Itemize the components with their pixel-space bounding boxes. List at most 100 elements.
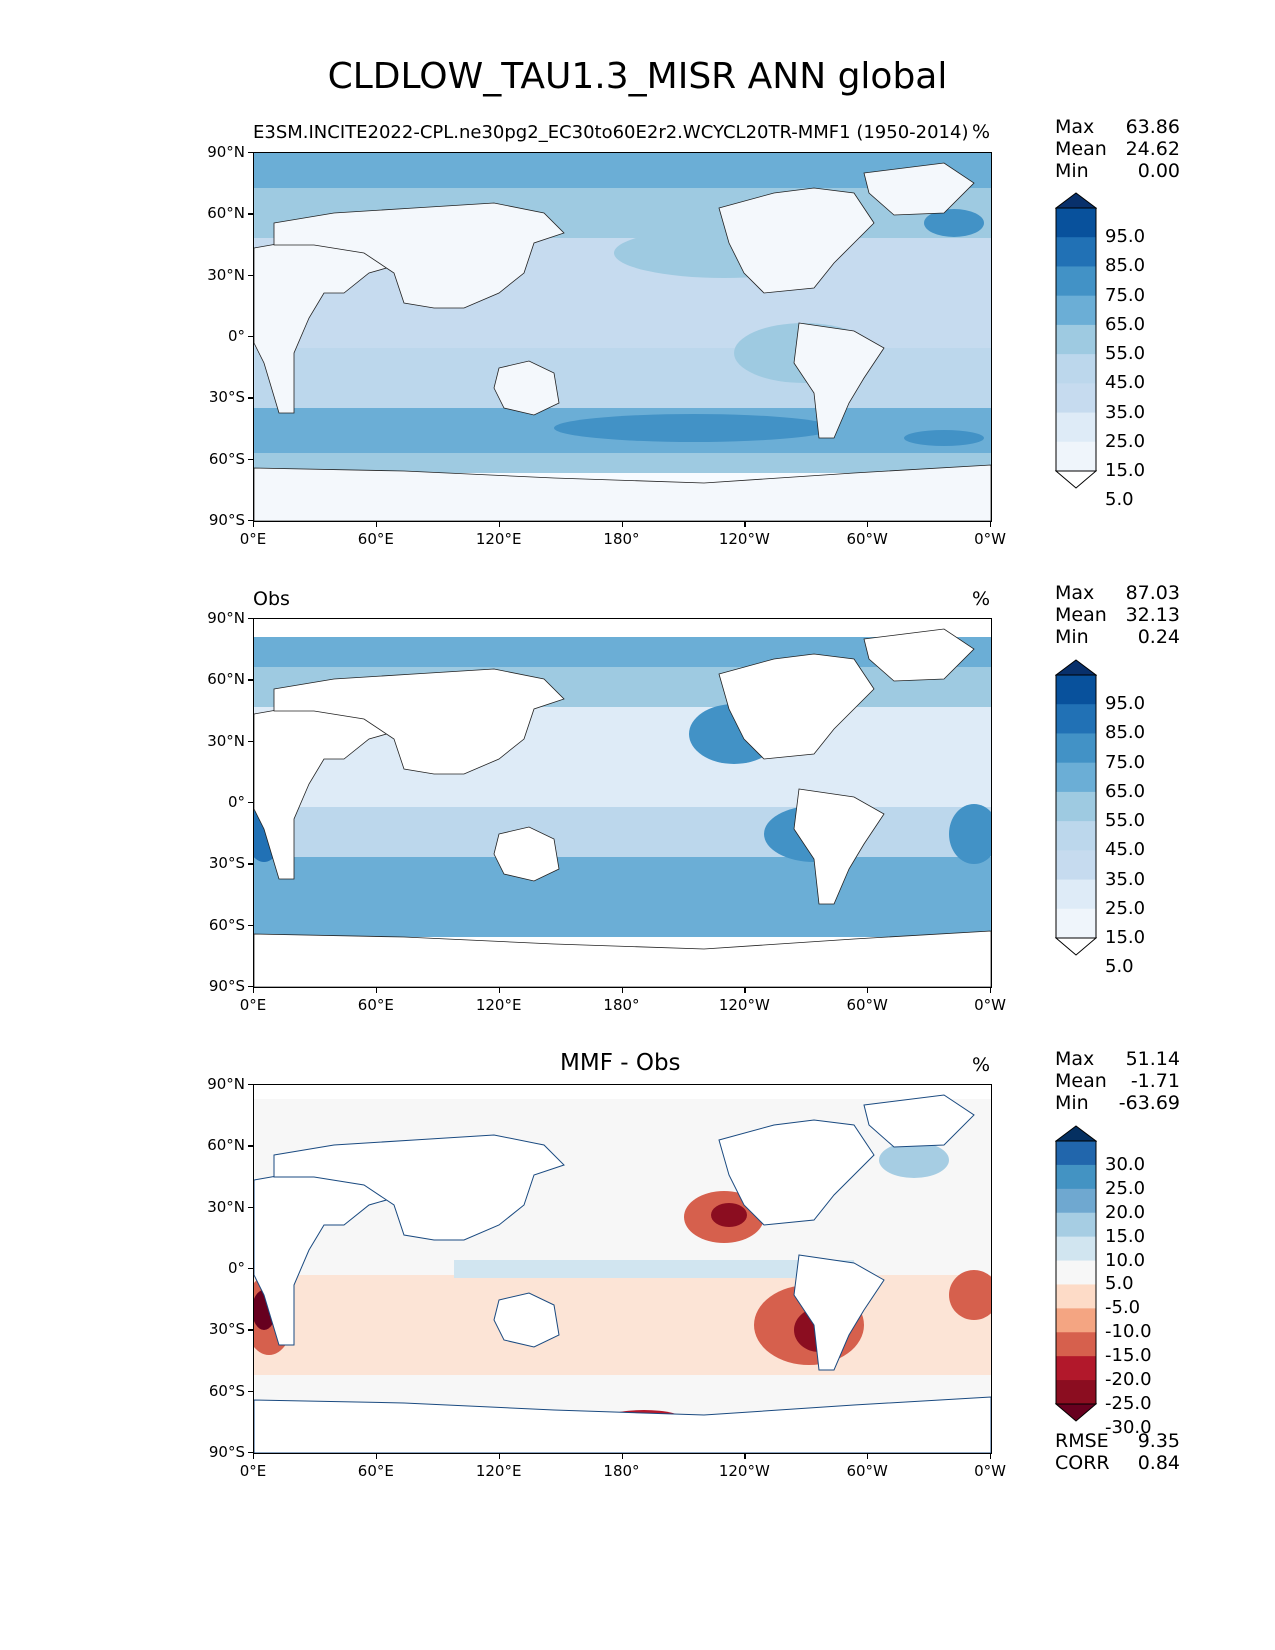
- lon-tick-label: 60°E: [357, 530, 394, 548]
- lon-tick-label: 180°: [603, 996, 640, 1014]
- colorbar-tick-label: 65.0: [1105, 313, 1146, 335]
- colorbar-tick-label: 75.0: [1105, 284, 1146, 306]
- lon-tick: [498, 522, 500, 527]
- colorbar-gradient: [1055, 1125, 1097, 1422]
- lat-tick-label: 30°N: [207, 265, 245, 284]
- lon-tick: [744, 522, 746, 527]
- colorbar-tick-label: 45.0: [1105, 372, 1146, 394]
- colorbar-segment: [1056, 441, 1096, 472]
- lon-tick: [621, 988, 623, 993]
- lon-tick: [990, 988, 992, 993]
- colorbar-tick-label: 25.0: [1105, 1177, 1146, 1199]
- lat-tick: [248, 1206, 253, 1208]
- lat-tick: [248, 986, 253, 988]
- lat-tick-label: 60°S: [208, 1381, 245, 1400]
- panel-title: E3SM.INCITE2022-CPL.ne30pg2_EC30to60E2r2…: [253, 122, 969, 143]
- colorbar-segment: [1056, 383, 1096, 414]
- lon-tick-label: 120°W: [718, 996, 770, 1014]
- diff-map-field: [254, 1085, 991, 1453]
- rmse-label: RMSE: [1055, 1430, 1109, 1452]
- lat-tick-label: 30°S: [208, 1320, 245, 1339]
- lat-tick: [248, 863, 253, 865]
- model-map: [253, 152, 992, 522]
- colorbar-tick-label: 75.0: [1105, 751, 1146, 773]
- lat-tick: [248, 1452, 253, 1454]
- colorbar-tick-label: 95.0: [1105, 693, 1146, 715]
- colorbar-tick-label: 30.0: [1105, 1153, 1146, 1175]
- colorbar-segment: [1056, 1284, 1096, 1309]
- colorbar-tick-label: 55.0: [1105, 343, 1146, 365]
- lat-tick: [248, 152, 253, 154]
- colorbar-tick-label: -15.0: [1105, 1345, 1152, 1367]
- colorbar-tick-label: 15.0: [1105, 927, 1146, 948]
- colorbar-segment: [1056, 791, 1096, 822]
- stat-mean-label: Mean: [1055, 138, 1107, 160]
- stat-max: 63.86: [1125, 116, 1180, 138]
- colorbar-gradient: [1055, 659, 1097, 956]
- lon-tick-label: 0°E: [239, 1462, 267, 1480]
- lon-tick-label: 120°W: [718, 1462, 770, 1480]
- colorbar-segment: [1056, 1308, 1096, 1333]
- colorbar-extend-bottom: [1055, 470, 1097, 489]
- lon-tick-label: 180°: [603, 1462, 640, 1480]
- stat-mean: 24.62: [1125, 138, 1180, 160]
- colorbar-segment: [1056, 1141, 1096, 1166]
- lat-tick: [248, 1268, 253, 1270]
- lon-tick: [253, 988, 255, 993]
- lat-tick-label: 60°N: [207, 204, 245, 223]
- lat-tick: [248, 618, 253, 620]
- lat-tick-label: 90°S: [208, 977, 245, 995]
- colorbar-tick-label: 45.0: [1105, 839, 1146, 861]
- colorbar-segment: [1056, 266, 1096, 297]
- colorbar-segment: [1056, 704, 1096, 734]
- lat-tick: [248, 1329, 253, 1331]
- lon-tick: [253, 1454, 255, 1459]
- stats-block: Max 63.86 Mean 24.62 Min 0.00: [1055, 116, 1180, 182]
- lon-tick-label: 0°E: [239, 996, 267, 1014]
- colorbar-tick-label: -30.0: [1105, 1416, 1152, 1438]
- lat-tick: [248, 924, 253, 926]
- colorbar-segment: [1056, 208, 1096, 238]
- lat-tick-label: 60°S: [208, 915, 245, 934]
- lat-tick: [248, 336, 253, 338]
- lat-tick-label: 60°N: [207, 670, 245, 689]
- lon-tick-label: 180°: [603, 530, 640, 548]
- colorbar-segment: [1056, 908, 1096, 939]
- colorbar-tick-label: 15.0: [1105, 460, 1146, 481]
- colorbar: 95.0 85.0 75.0 65.0 55.0 45.0 35.0 25.0 15.0 5.0: [1055, 192, 1175, 510]
- lon-tick-label: 60°W: [846, 530, 888, 548]
- lat-tick-label: 0°: [227, 327, 245, 345]
- colorbar-tick-label: 10.0: [1105, 1249, 1146, 1271]
- lon-tick: [498, 1454, 500, 1459]
- lon-tick: [744, 1454, 746, 1459]
- lon-tick: [990, 522, 992, 527]
- colorbar-tick-label: -10.0: [1105, 1321, 1152, 1343]
- lon-tick: [621, 522, 623, 527]
- lat-tick-label: 60°S: [208, 449, 245, 468]
- stats-block: Max 87.03 Mean 32.13 Min 0.24: [1055, 582, 1180, 648]
- lat-tick-label: 0°: [227, 1259, 245, 1277]
- stat-max: 87.03: [1125, 582, 1180, 604]
- unit-label: %: [972, 588, 991, 610]
- colorbar-segment: [1056, 412, 1096, 443]
- colorbar: 30.0 25.0 20.0 15.0 10.0 5.0 -5.0 -10.0 -15.0 -20…: [1055, 1125, 1175, 1438]
- colorbar-tick-label: 5.0: [1105, 956, 1134, 978]
- lat-tick-label: 90°S: [208, 1443, 245, 1461]
- colorbar-tick-label: 85.0: [1105, 722, 1146, 744]
- colorbar-tick-label: 5.0: [1105, 489, 1134, 511]
- colorbar-tick-label: 85.0: [1105, 255, 1146, 277]
- lat-tick-label: 0°: [227, 793, 245, 811]
- obs-map-field: [254, 619, 991, 987]
- colorbar-segment: [1056, 324, 1096, 355]
- lon-tick: [990, 1454, 992, 1459]
- colorbar-gradient: [1055, 192, 1097, 489]
- lat-tick: [248, 458, 253, 460]
- stat-max-label: Max: [1055, 116, 1095, 138]
- obs-map: [253, 618, 992, 988]
- colorbar-tick-label: 35.0: [1105, 401, 1146, 423]
- stat-min: 0.24: [1137, 626, 1180, 648]
- colorbar-segment: [1056, 1188, 1096, 1214]
- lat-tick: [248, 740, 253, 742]
- colorbar-segment: [1056, 1356, 1096, 1381]
- lon-tick-label: 0°W: [974, 530, 1006, 548]
